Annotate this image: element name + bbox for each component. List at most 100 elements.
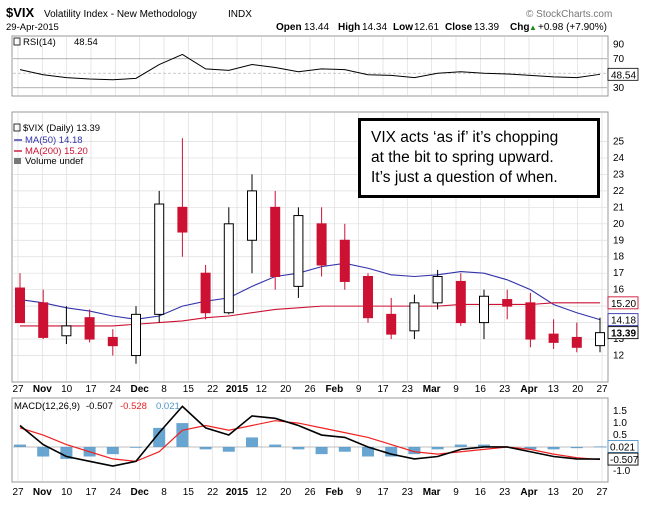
x-tick-label: 15 [183, 487, 195, 498]
chg-up-arrow-icon: ▲ [529, 23, 537, 32]
x-tick-label: 26 [304, 384, 316, 395]
open-value: 13.44 [304, 22, 329, 33]
x-tick-label: 27 [596, 384, 608, 395]
close-label: Close [445, 22, 473, 33]
macd-histogram-bar [524, 446, 537, 450]
symbol-name: Volatility Index - New Methodology [44, 9, 197, 20]
price-panel: 252423222120191817161514131215.2014.1813… [15, 136, 639, 364]
macd-legend-label: MACD(12,26,9) [14, 401, 80, 412]
macd-histogram-bar [106, 446, 119, 455]
price-y-tick: 18 [613, 252, 625, 263]
ma50-value-tag: 14.18 [611, 316, 636, 327]
x-tick-label: Nov [33, 384, 52, 395]
x-tick-label: 23 [499, 384, 511, 395]
x-tick-label: 9 [453, 384, 459, 395]
low-value: 12.61 [414, 22, 439, 33]
callout-line-3: It’s just a question of when. [371, 169, 558, 186]
rsi-legend-label: RSI(14) [23, 37, 56, 48]
callout-line-1: VIX acts ‘as if’ it’s chopping [371, 129, 559, 146]
macd-value-tag: -0.507 [610, 455, 639, 466]
macd-histogram-bar [431, 446, 444, 450]
macd-line [19, 405, 601, 467]
x-tick-label: 27 [12, 384, 24, 395]
candle-down [200, 272, 211, 314]
x-tick-label: 23 [499, 487, 511, 498]
macd-histogram-bar [338, 446, 351, 452]
volume-legend-icon [14, 158, 21, 164]
price-y-tick: 25 [613, 136, 625, 147]
x-tick-label: 23 [402, 384, 414, 395]
candle-down [502, 299, 513, 307]
rsi-legend-icon [13, 37, 21, 46]
macd-histogram-bar [570, 446, 583, 449]
ma200-value-tag: 15.20 [611, 299, 636, 310]
x-tick-label: 17 [377, 487, 389, 498]
candle-up [432, 275, 443, 304]
rsi-value-box [607, 67, 639, 81]
x-tick-label: 26 [304, 487, 316, 498]
ma50-line [19, 262, 601, 321]
candle-up [409, 302, 420, 332]
x-tick-label: Dec [130, 384, 149, 395]
rsi-value-label: 48.54 [611, 70, 636, 81]
macd-histogram-bar [408, 446, 421, 455]
ma50-legend-label: MA(50) 14.18 [25, 135, 83, 146]
macd-y-tick: -1.0 [613, 466, 631, 477]
x-tick-label: Mar [423, 487, 441, 498]
x-tick-label: Dec [130, 487, 149, 498]
low-label: Low [393, 22, 413, 33]
macd-histogram-bar [176, 423, 189, 447]
candle-up [131, 313, 141, 357]
date-label: 29-Apr-2015 [6, 22, 59, 33]
macd-histogram-bar [269, 444, 282, 447]
x-tick-label: 17 [377, 384, 389, 395]
price-y-tick: 19 [613, 235, 625, 246]
chg-label: Chg [510, 22, 529, 33]
x-tick-label: 23 [402, 487, 414, 498]
x-tick-label: 9 [453, 487, 459, 498]
x-tick-label: 15 [183, 384, 195, 395]
x-tick-label: 13 [548, 487, 560, 498]
x-tick-label: 24 [110, 384, 122, 395]
x-axis: 27 27 Nov Nov 10 10 17 17 24 24 Dec Dec 8 8 15 15 22 22 20… [12, 384, 608, 498]
x-tick-label: Apr [520, 384, 537, 395]
candle-down [316, 223, 327, 266]
x-tick-label: 8 [161, 384, 167, 395]
price-y-tick: 20 [613, 219, 625, 230]
ohlc-readout: Open 13.44 High 14.34 Low 12.61 Close 13… [276, 22, 607, 33]
rsi-legend-value: 48.54 [74, 37, 98, 48]
signal-legend-value: -0.528 [120, 401, 147, 412]
macd-y-tick: 0.5 [613, 430, 627, 441]
candle-down [84, 317, 95, 340]
x-tick-label: 27 [596, 487, 608, 498]
candle-down [363, 275, 373, 319]
x-tick-label: 27 [12, 487, 24, 498]
price-panel-frame [11, 111, 609, 383]
x-tick-label: 20 [572, 384, 584, 395]
candle-down [571, 336, 582, 348]
ma200-value-tag-box [607, 296, 639, 310]
macd-histogram-bar [454, 444, 467, 447]
price-y-tick: 16 [613, 285, 625, 296]
candle-down [386, 313, 397, 335]
close-value-tag: 13.39 [611, 329, 636, 340]
x-tick-label: Feb [325, 487, 343, 498]
macd-histogram-bar [362, 446, 374, 457]
x-tick-label: Nov [33, 487, 52, 498]
macd-histogram-bar [315, 446, 328, 455]
candle-up [479, 295, 489, 324]
x-tick-label: Apr [520, 487, 537, 498]
macd-histogram-bar [547, 446, 560, 450]
x-tick-label: 12 [256, 384, 268, 395]
high-label: High [338, 22, 360, 33]
source-label: © StockCharts.com [526, 9, 612, 20]
price-legend-label: $VIX (Daily) 13.39 [23, 123, 100, 134]
candle-up [61, 325, 72, 337]
candle-down [107, 336, 118, 347]
macd-value-box [607, 452, 639, 466]
macd-panel: 1.51.00.50.0-0.5-1.00.021-0.507 [13, 405, 639, 477]
x-tick-label: Mar [423, 384, 441, 395]
exchange-label: INDX [228, 9, 252, 20]
candle-down [339, 239, 350, 282]
